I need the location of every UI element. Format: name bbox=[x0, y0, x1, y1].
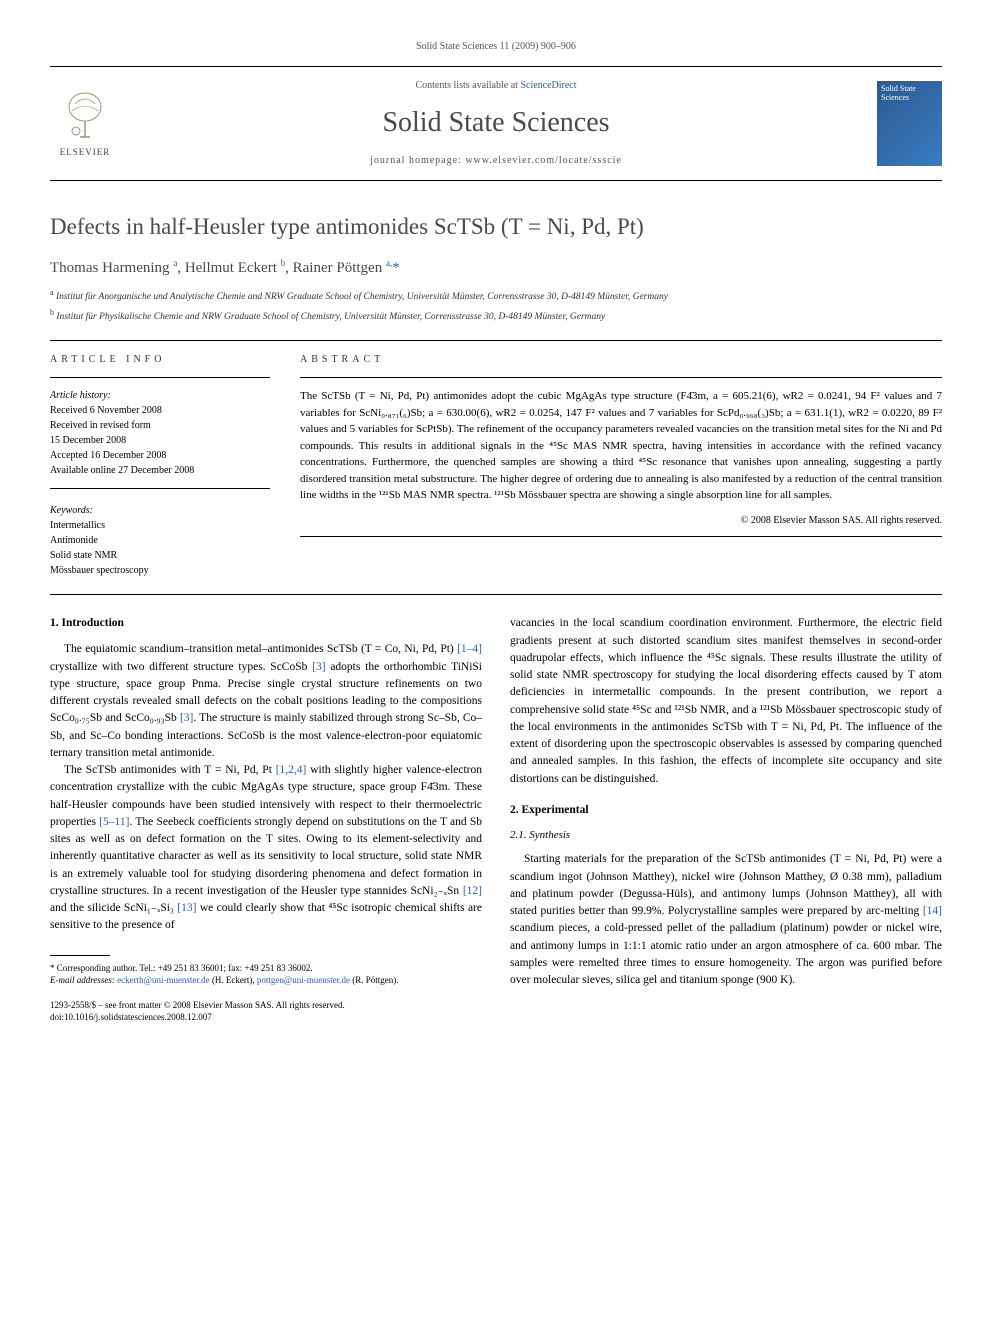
citation-link[interactable]: [1,2,4] bbox=[276, 764, 307, 776]
body-paragraph: vacancies in the local scandium coordina… bbox=[510, 615, 942, 788]
journal-cover-thumbnail: Solid State Sciences bbox=[877, 81, 942, 166]
section-2-heading: 2. Experimental bbox=[510, 802, 942, 818]
elsevier-wordmark: ELSEVIER bbox=[60, 146, 111, 159]
author-list: Thomas Harmening a, Hellmut Eckert b, Ra… bbox=[50, 257, 942, 279]
citation-link[interactable]: [3] bbox=[180, 712, 193, 724]
divider-line bbox=[300, 377, 942, 378]
citation-link[interactable]: [5–11] bbox=[99, 816, 129, 828]
doi-line: doi:10.1016/j.solidstatesciences.2008.12… bbox=[50, 1011, 482, 1024]
divider-line bbox=[50, 488, 270, 489]
divider-line bbox=[50, 594, 942, 595]
history-label: Article history: bbox=[50, 390, 111, 401]
contents-prefix: Contents lists available at bbox=[415, 80, 520, 91]
elsevier-logo: ELSEVIER bbox=[50, 84, 120, 164]
abstract-text: The ScTSb (T = Ni, Pd, Pt) antimonides a… bbox=[300, 388, 942, 504]
elsevier-tree-icon bbox=[60, 89, 110, 144]
history-line: Received in revised form bbox=[50, 420, 151, 431]
front-matter-line: 1293-2558/$ – see front matter © 2008 El… bbox=[50, 999, 482, 1012]
masthead-center: Contents lists available at ScienceDirec… bbox=[140, 79, 852, 168]
citation-link[interactable]: [14] bbox=[923, 905, 942, 917]
email-link-2[interactable]: pottgen@uni-muenster.de bbox=[257, 975, 350, 985]
section-1-heading: 1. Introduction bbox=[50, 615, 482, 631]
email-link-1[interactable]: eckerth@uni-muenster.de bbox=[117, 975, 210, 985]
citation-link[interactable]: [13] bbox=[177, 902, 196, 914]
running-head: Solid State Sciences 11 (2009) 900–906 bbox=[50, 40, 942, 54]
footnote-divider bbox=[50, 955, 110, 956]
article-history: Article history: Received 6 November 200… bbox=[50, 388, 270, 478]
affiliation-line: b Institut für Physikalische Chemie and … bbox=[50, 307, 942, 324]
journal-name: Solid State Sciences bbox=[140, 103, 852, 142]
body-col-left: 1. Introduction The equiatomic scandium–… bbox=[50, 615, 482, 1024]
email-line: E-mail addresses: eckerth@uni-muenster.d… bbox=[50, 974, 482, 987]
article-title: Defects in half-Heusler type antimonides… bbox=[50, 211, 942, 243]
info-abstract-row: ARTICLE INFO Article history: Received 6… bbox=[50, 353, 942, 578]
contents-available-line: Contents lists available at ScienceDirec… bbox=[140, 79, 852, 93]
article-info-heading: ARTICLE INFO bbox=[50, 353, 270, 367]
keyword: Antimonide bbox=[50, 535, 98, 546]
keyword: Mössbauer spectroscopy bbox=[50, 565, 149, 576]
journal-homepage-line: journal homepage: www.elsevier.com/locat… bbox=[140, 154, 852, 168]
sciencedirect-link[interactable]: ScienceDirect bbox=[520, 80, 576, 91]
body-two-column: 1. Introduction The equiatomic scandium–… bbox=[50, 615, 942, 1024]
article-info-block: ARTICLE INFO Article history: Received 6… bbox=[50, 353, 270, 578]
email-label: E-mail addresses: bbox=[50, 975, 115, 985]
citation-link[interactable]: [1–4] bbox=[457, 643, 482, 655]
affiliation-line: a Institut für Anorganische und Analytis… bbox=[50, 287, 942, 304]
keywords-label: Keywords: bbox=[50, 505, 93, 516]
history-line: 15 December 2008 bbox=[50, 435, 126, 446]
masthead: ELSEVIER Contents lists available at Sci… bbox=[50, 66, 942, 181]
journal-cover-block: Solid State Sciences bbox=[852, 81, 942, 166]
abstract-heading: ABSTRACT bbox=[300, 353, 942, 367]
keywords-block: Keywords: Intermetallics Antimonide Solid … bbox=[50, 503, 270, 578]
copyright-line: © 2008 Elsevier Masson SAS. All rights r… bbox=[300, 514, 942, 528]
abstract-block: ABSTRACT The ScTSb (T = Ni, Pd, Pt) anti… bbox=[300, 353, 942, 578]
history-line: Received 6 November 2008 bbox=[50, 405, 162, 416]
history-line: Accepted 16 December 2008 bbox=[50, 450, 166, 461]
keyword: Intermetallics bbox=[50, 520, 105, 531]
divider-line bbox=[300, 536, 942, 537]
history-line: Available online 27 December 2008 bbox=[50, 465, 194, 476]
divider-line bbox=[50, 377, 270, 378]
email-name-2: (R. Pöttgen). bbox=[352, 975, 398, 985]
footer-info: 1293-2558/$ – see front matter © 2008 El… bbox=[50, 999, 482, 1024]
email-name-1: (H. Eckert), bbox=[212, 975, 255, 985]
citation-link[interactable]: [3] bbox=[312, 661, 325, 673]
body-paragraph: Starting materials for the preparation o… bbox=[510, 851, 942, 989]
homepage-url: www.elsevier.com/locate/ssscie bbox=[465, 155, 622, 166]
body-col-right: vacancies in the local scandium coordina… bbox=[510, 615, 942, 1024]
publisher-logo-block: ELSEVIER bbox=[50, 84, 140, 164]
keyword: Solid state NMR bbox=[50, 550, 117, 561]
cover-title: Solid State Sciences bbox=[881, 85, 938, 103]
citation-link[interactable]: [12] bbox=[463, 885, 482, 897]
body-paragraph: The equiatomic scandium–transition metal… bbox=[50, 641, 482, 762]
divider-line bbox=[50, 340, 942, 341]
body-paragraph: The ScTSb antimonides with T = Ni, Pd, P… bbox=[50, 762, 482, 935]
corr-author-line: * Corresponding author. Tel.: +49 251 83… bbox=[50, 962, 482, 975]
homepage-prefix: journal homepage: bbox=[370, 155, 465, 166]
corresponding-author-footnote: * Corresponding author. Tel.: +49 251 83… bbox=[50, 962, 482, 987]
section-2-1-heading: 2.1. Synthesis bbox=[510, 828, 942, 843]
